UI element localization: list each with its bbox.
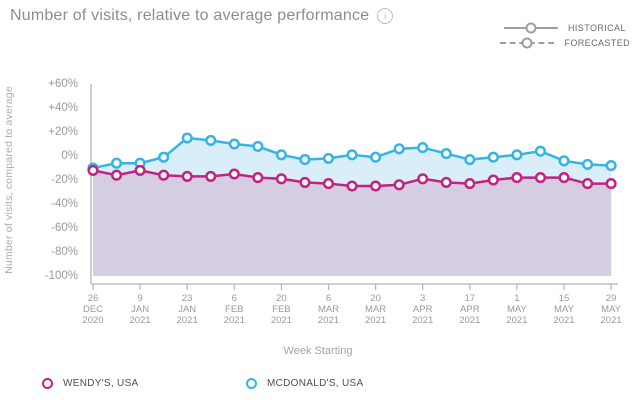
wendy-s-usa-marker[interactable] xyxy=(111,169,123,181)
x-tick-label: 29 MAY 2021 xyxy=(600,293,622,326)
mcdonald-s-usa-marker[interactable] xyxy=(228,138,240,150)
wendy-s-usa-marker[interactable] xyxy=(534,172,547,184)
mcdonald-s-usa-marker[interactable] xyxy=(393,143,405,155)
x-tick-label: 3 APR 2021 xyxy=(412,293,434,326)
mcdonald-s-usa-marker[interactable] xyxy=(582,158,594,170)
mcdonald-s-usa-marker[interactable] xyxy=(511,149,523,161)
mcdonald-s-usa-marker[interactable] xyxy=(464,154,476,166)
wendy-s-usa-marker[interactable] xyxy=(322,178,335,190)
info-icon[interactable]: i xyxy=(377,8,394,24)
wendy-s-usa-marker[interactable] xyxy=(205,170,217,182)
y-tick-label: -20% xyxy=(51,174,78,186)
chart-svg xyxy=(87,84,618,290)
wendy-s-usa-marker[interactable] xyxy=(228,168,240,180)
wendy-s-usa-marker[interactable] xyxy=(511,172,523,184)
mcdonald-s-usa-marker[interactable] xyxy=(252,140,264,152)
wendy-s-usa-marker[interactable] xyxy=(181,170,193,182)
wendy-s-usa-marker[interactable] xyxy=(582,178,594,190)
legend-item-wendys[interactable]: WENDY'S, USA xyxy=(42,378,139,389)
wendy-s-usa-marker[interactable] xyxy=(487,174,499,186)
wendy-s-usa-marker[interactable] xyxy=(275,173,287,185)
mcdonald-s-usa-marker[interactable] xyxy=(605,160,617,172)
mcdonald-s-usa-marker[interactable] xyxy=(346,149,358,161)
mcdonald-s-usa-marker[interactable] xyxy=(417,142,429,154)
y-tick-label: -40% xyxy=(51,198,78,210)
x-tick-label: 23 JAN 2021 xyxy=(176,293,198,326)
y-tick-label: -60% xyxy=(51,222,78,234)
legend-item-mcdonalds[interactable]: MCDONALD'S, USA xyxy=(246,378,363,389)
mcdonald-s-usa-marker[interactable] xyxy=(487,151,499,163)
x-tick-label: 1 MAY 2021 xyxy=(506,293,528,326)
y-tick-label: 0% xyxy=(61,150,78,162)
legend-row-forecasted: FORECASTED xyxy=(500,37,630,49)
forecasted-label: FORECASTED xyxy=(564,38,630,48)
y-axis-title: Number of visits, compared to average xyxy=(3,86,15,274)
mcdonald-s-usa-marker[interactable] xyxy=(111,157,123,169)
wendys-legend-label: WENDY'S, USA xyxy=(63,378,139,389)
mcdonalds-legend-marker-icon xyxy=(246,378,257,389)
wendy-s-usa-marker[interactable] xyxy=(417,173,429,185)
wendy-s-usa-marker[interactable] xyxy=(605,178,617,190)
wendy-s-usa-marker[interactable] xyxy=(464,178,476,190)
mcdonald-s-usa-marker[interactable] xyxy=(205,134,217,146)
historical-line-sample-icon xyxy=(504,22,558,34)
wendy-s-usa-area xyxy=(93,170,612,276)
x-axis-title: Week Starting xyxy=(283,345,353,357)
forecasted-line-sample-icon xyxy=(500,37,555,49)
mcdonald-s-usa-marker[interactable] xyxy=(370,151,382,163)
wendy-s-usa-marker[interactable] xyxy=(299,176,311,188)
historical-label: HISTORICAL xyxy=(568,23,626,33)
wendy-s-usa-marker[interactable] xyxy=(370,180,382,192)
x-tick-label: 6 FEB 2021 xyxy=(223,293,245,326)
legend-row-historical: HISTORICAL xyxy=(500,22,630,34)
y-tick-label: +60% xyxy=(48,78,78,90)
x-tick-label: 6 MAR 2021 xyxy=(317,293,340,326)
x-tick-label: 20 FEB 2021 xyxy=(270,293,292,326)
x-tick-label: 15 MAY 2021 xyxy=(553,293,575,326)
wendy-s-usa-marker[interactable] xyxy=(393,179,405,191)
x-tick-label: 20 MAR 2021 xyxy=(365,293,387,326)
wendy-s-usa-marker[interactable] xyxy=(158,169,170,181)
mcdonald-s-usa-marker[interactable] xyxy=(558,155,570,167)
y-tick-label: +20% xyxy=(48,126,78,138)
wendy-s-usa-marker[interactable] xyxy=(252,172,264,184)
y-tick-label: +40% xyxy=(48,102,78,114)
x-tick-label: 9 JAN 2021 xyxy=(129,293,151,326)
chart-header: Number of visits, relative to average pe… xyxy=(10,7,394,25)
mcdonald-s-usa-marker[interactable] xyxy=(440,148,452,160)
wendy-s-usa-marker[interactable] xyxy=(346,180,358,192)
x-tick-label: 17 APR 2021 xyxy=(459,293,481,326)
mcdonald-s-usa-marker[interactable] xyxy=(275,149,287,161)
mcdonald-s-usa-marker[interactable] xyxy=(181,132,193,144)
wendys-legend-marker-icon xyxy=(42,378,53,389)
mcdonald-s-usa-marker[interactable] xyxy=(322,152,335,164)
y-tick-label: -80% xyxy=(51,246,78,258)
chart-title: Number of visits, relative to average pe… xyxy=(10,7,370,24)
mcdonald-s-usa-marker[interactable] xyxy=(158,151,170,163)
mcdonald-s-usa-marker[interactable] xyxy=(299,154,311,166)
wendy-s-usa-marker[interactable] xyxy=(558,172,570,184)
line-style-legend: HISTORICAL FORECASTED xyxy=(500,22,630,49)
mcdonalds-legend-label: MCDONALD'S, USA xyxy=(267,378,364,389)
x-tick-label: 26 DEC 2020 xyxy=(82,293,104,326)
wendy-s-usa-marker[interactable] xyxy=(87,164,99,176)
wendy-s-usa-marker[interactable] xyxy=(134,164,146,176)
y-tick-label: -100% xyxy=(44,270,78,282)
mcdonald-s-usa-marker[interactable] xyxy=(534,145,547,157)
wendy-s-usa-marker[interactable] xyxy=(440,176,452,188)
